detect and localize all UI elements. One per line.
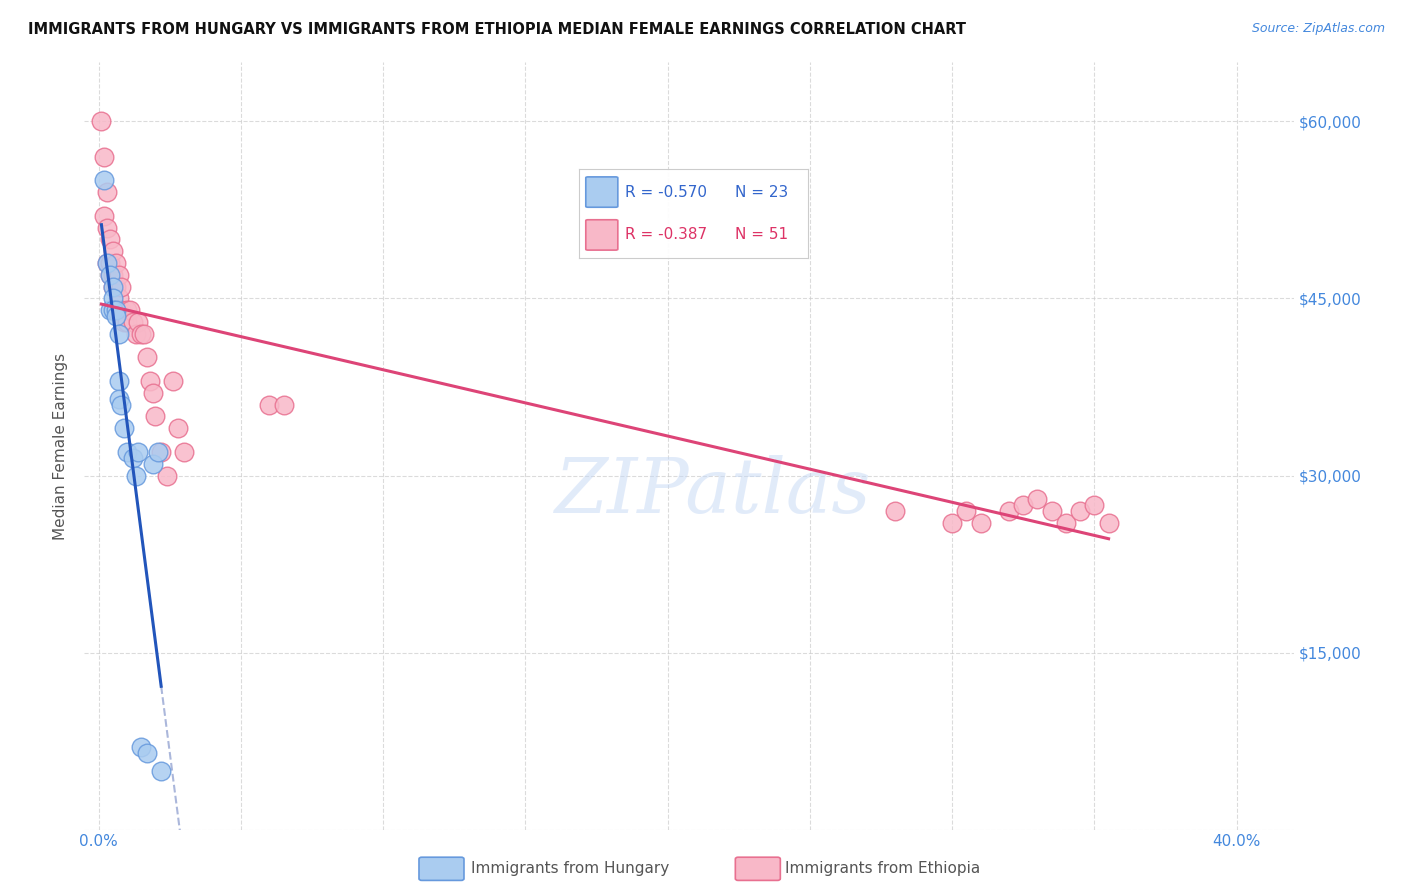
Text: ZIPatlas: ZIPatlas (555, 455, 872, 529)
Point (101, 268, 124, 282)
Point (96, 256, 118, 270)
Text: Immigrants from Hungary: Immigrants from Hungary (471, 862, 669, 876)
Point (139, 374, 162, 388)
FancyBboxPatch shape (586, 219, 617, 250)
Point (101, 244, 124, 259)
Point (127, 315, 149, 329)
Point (93, 150, 115, 164)
Y-axis label: Median Female Earnings: Median Female Earnings (53, 352, 69, 540)
Text: R = -0.570: R = -0.570 (624, 185, 707, 200)
Point (150, 764, 173, 778)
Point (273, 398, 295, 412)
Text: N = 51: N = 51 (734, 227, 787, 243)
Point (107, 326, 129, 341)
Point (121, 450, 143, 465)
Point (884, 504, 907, 518)
Point (90, 114, 112, 128)
Point (1097, 516, 1119, 530)
Point (115, 445, 138, 459)
Point (998, 504, 1021, 518)
Point (104, 256, 127, 270)
Point (101, 292, 124, 306)
Point (124, 468, 146, 483)
Point (98, 232, 121, 246)
Point (98, 268, 121, 282)
Point (101, 279, 124, 293)
Point (148, 445, 170, 459)
Point (1012, 498, 1035, 512)
Point (136, 746, 159, 760)
Point (115, 303, 138, 318)
Point (142, 385, 165, 400)
Point (93, 209, 115, 223)
Point (118, 303, 141, 318)
Point (115, 315, 138, 329)
Point (969, 516, 991, 530)
Point (96, 186, 118, 200)
Point (1083, 498, 1105, 512)
Point (107, 292, 129, 306)
Point (259, 398, 281, 412)
Point (110, 279, 132, 293)
Point (101, 303, 124, 318)
Point (93, 173, 115, 187)
Text: Source: ZipAtlas.com: Source: ZipAtlas.com (1251, 22, 1385, 36)
Point (96, 256, 118, 270)
Point (124, 326, 146, 341)
Point (1040, 504, 1063, 518)
Text: IMMIGRANTS FROM HUNGARY VS IMMIGRANTS FROM ETHIOPIA MEDIAN FEMALE EARNINGS CORRE: IMMIGRANTS FROM HUNGARY VS IMMIGRANTS FR… (28, 22, 966, 37)
Point (156, 468, 179, 483)
Point (112, 421, 135, 435)
Point (955, 504, 977, 518)
Point (110, 398, 132, 412)
Point (129, 326, 152, 341)
Point (98, 256, 121, 270)
Point (145, 409, 167, 424)
Point (127, 445, 149, 459)
Point (142, 457, 165, 471)
Point (110, 303, 132, 318)
Point (121, 315, 143, 329)
Point (107, 268, 129, 282)
Point (162, 374, 184, 388)
Text: R = -0.387: R = -0.387 (624, 227, 707, 243)
Point (136, 351, 159, 365)
Point (101, 279, 124, 293)
FancyBboxPatch shape (586, 177, 617, 207)
Point (150, 445, 173, 459)
Point (104, 279, 127, 293)
Point (104, 303, 127, 318)
Point (107, 303, 129, 318)
Text: N = 23: N = 23 (734, 185, 787, 200)
Point (96, 220, 118, 235)
Point (941, 516, 963, 530)
Point (1069, 504, 1091, 518)
Point (107, 374, 129, 388)
Point (107, 392, 129, 406)
Point (129, 739, 152, 754)
Point (112, 315, 135, 329)
Text: Immigrants from Ethiopia: Immigrants from Ethiopia (785, 862, 980, 876)
Point (1054, 516, 1077, 530)
Point (98, 268, 121, 282)
Point (104, 309, 127, 323)
Point (132, 326, 155, 341)
Point (1026, 492, 1049, 507)
Point (98, 303, 121, 318)
Point (167, 421, 190, 435)
Point (173, 445, 195, 459)
